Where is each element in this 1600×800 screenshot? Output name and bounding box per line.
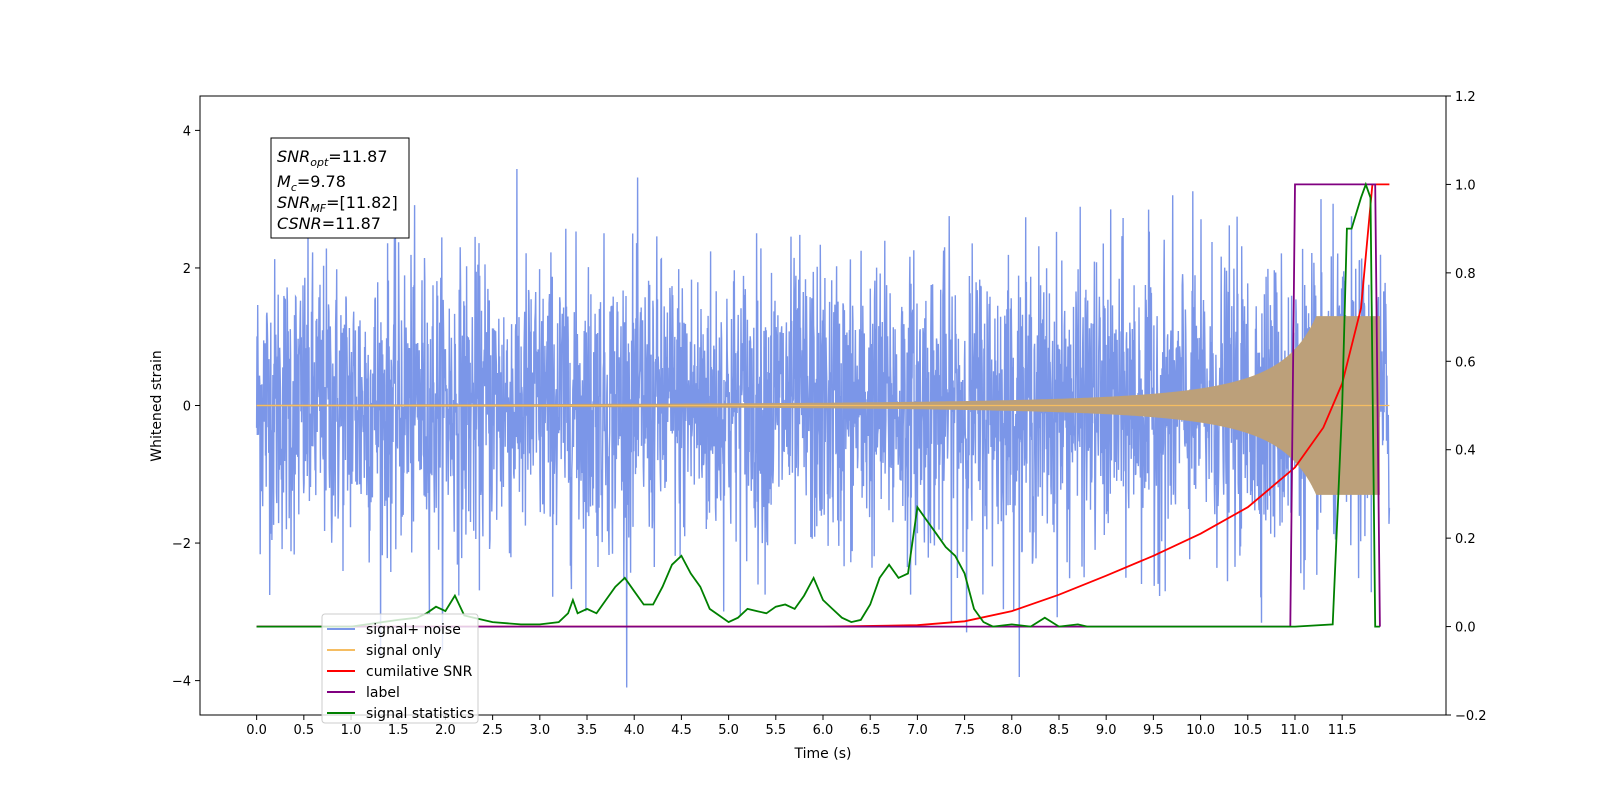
x-tick-label: 6.0 xyxy=(813,723,834,738)
snr-mf-text: SNRMF=[11.82] xyxy=(277,193,398,215)
y-tick-label: 4 xyxy=(183,124,191,139)
x-axis: 0.0 0.5 1.0 1.5 2.0 2.5 3.0 3.5 4.0 4.5 5.0 5.5 6.0 6… xyxy=(246,715,1357,738)
x-tick-label: 1.0 xyxy=(341,723,362,738)
x-tick-label: 9.0 xyxy=(1096,723,1117,738)
legend-frame xyxy=(321,613,479,724)
x-tick-label: 9.5 xyxy=(1143,723,1164,738)
legend-label: label xyxy=(366,685,400,701)
y-tick-label: 0 xyxy=(183,400,191,415)
x-tick-label: 3.5 xyxy=(577,723,598,738)
x-tick-label: 3.0 xyxy=(529,723,550,738)
y2-tick-label: 0.0 xyxy=(1455,621,1476,636)
y-tick-label: 2 xyxy=(183,262,191,277)
x-tick-label: 10.5 xyxy=(1233,723,1262,738)
snr-opt-text: SNRopt=11.87 xyxy=(277,147,388,169)
x-tick-label: 10.0 xyxy=(1186,723,1215,738)
x-tick-label: 2.0 xyxy=(435,723,456,738)
x-tick-label: 0.5 xyxy=(293,723,314,738)
y-tick-label: −4 xyxy=(172,675,191,690)
x-tick-label: 7.0 xyxy=(907,723,928,738)
y2-tick-label: 0.6 xyxy=(1455,355,1476,370)
x-tick-label: 0.0 xyxy=(246,723,267,738)
x-tick-label: 5.5 xyxy=(765,723,786,738)
legend-label: signal statistics xyxy=(366,706,474,722)
series-cumilative-snr xyxy=(256,183,1390,628)
series-label xyxy=(256,183,1381,628)
x-tick-label: 1.5 xyxy=(388,723,409,738)
legend-label: cumilative SNR xyxy=(366,664,473,680)
x-tick-label: 5.0 xyxy=(718,723,739,738)
mc-text: Mc=9.78 xyxy=(277,172,346,194)
stats-box xyxy=(270,137,410,239)
series-signal-noise xyxy=(255,168,1391,688)
y2-tick-label: 0.4 xyxy=(1455,444,1476,459)
y2-tick-label: −0.2 xyxy=(1455,709,1487,724)
legend-label: signal only xyxy=(366,643,441,659)
y-axis-left: −4 −2 0 2 4 xyxy=(172,124,200,690)
y2-tick-label: 0.8 xyxy=(1455,267,1476,282)
legend: signal+ noise signal only cumilative SNR la… xyxy=(321,613,479,724)
x-tick-label: 11.5 xyxy=(1328,723,1357,738)
y2-tick-label: 1.2 xyxy=(1455,90,1476,105)
series-signal-statistics xyxy=(256,181,1380,628)
x-tick-label: 2.5 xyxy=(482,723,503,738)
x-tick-label: 8.5 xyxy=(1049,723,1070,738)
y2-tick-label: 0.2 xyxy=(1455,532,1476,547)
x-tick-label: 4.0 xyxy=(624,723,645,738)
x-axis-label: Time (s) xyxy=(794,746,852,762)
y2-tick-label: 1.0 xyxy=(1455,178,1476,193)
y-tick-label: −2 xyxy=(172,537,191,552)
x-tick-label: 8.0 xyxy=(1001,723,1022,738)
y-axis-label: Whitened strain xyxy=(149,350,165,461)
csnr-text: CSNR=11.87 xyxy=(277,214,381,233)
x-tick-label: 4.5 xyxy=(671,723,692,738)
x-tick-label: 7.5 xyxy=(954,723,975,738)
y-axis-right: −0.2 0.0 0.2 0.4 0.6 0.8 1.0 1.2 xyxy=(1446,90,1487,724)
x-tick-label: 11.0 xyxy=(1280,723,1309,738)
stats-annotation: SNRopt=11.87 Mc=9.78 SNRMF=[11.82] CSNR=… xyxy=(270,137,410,239)
plot-area xyxy=(255,168,1391,688)
x-tick-label: 6.5 xyxy=(860,723,881,738)
legend-label: signal+ noise xyxy=(366,622,461,638)
